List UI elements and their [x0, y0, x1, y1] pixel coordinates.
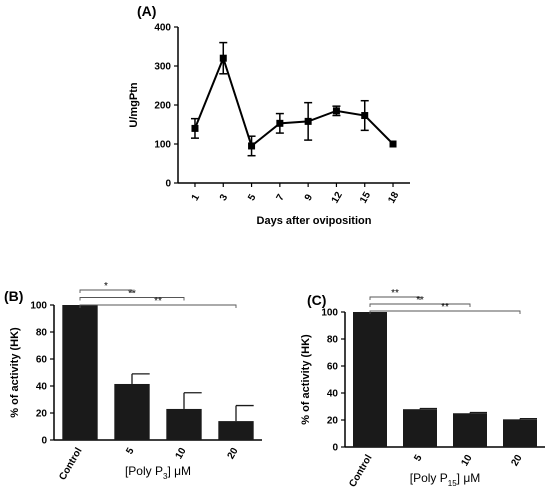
panel-b-significance-label: *	[104, 281, 108, 292]
panel-c-y-tick-label: 0	[332, 443, 338, 454]
panel-a-data-point	[219, 54, 227, 62]
panel-a-x-tick-label: 15	[358, 190, 373, 206]
panel-b-x-tick-label: 20	[226, 446, 241, 462]
panel-c-label: (C)	[307, 292, 326, 308]
panel-b-label: (B)	[4, 288, 23, 304]
panel-a-x-tick-label: 7	[275, 192, 288, 203]
panel-c-x-axis-title-subscript: 15	[448, 479, 457, 488]
panel-c-x-tick-label: 10	[460, 453, 475, 469]
panel-a-x-tick-label: 12	[330, 190, 345, 206]
panel-a-data-point	[248, 142, 256, 150]
panel-b-x-tick-label: Control	[57, 446, 84, 482]
panel-a-y-tick-label: 400	[154, 23, 171, 34]
panel-b-x-axis-title-subscript: 3	[163, 472, 168, 481]
panel-c-bar	[403, 409, 437, 447]
panel-c-significance-bracket	[369, 296, 421, 300]
panel-b-significance-label: **	[128, 289, 136, 300]
panel-a-x-tick-label: 3	[218, 192, 231, 203]
panel-a-x-tick-label: 1	[190, 192, 203, 203]
panel-a-y-tick-label: 300	[154, 62, 171, 73]
panel-b-x-axis-title: [Poly P3] μM	[125, 464, 191, 481]
panel-b-bar	[166, 408, 202, 440]
panel-b-x-tick-label: 5	[124, 446, 137, 457]
panel-b-significance-bracket	[79, 289, 133, 293]
panel-c-significance-label: **	[416, 295, 424, 306]
panel-b-bar	[114, 383, 150, 440]
panel-c-y-tick-label: 20	[327, 416, 339, 427]
panel-a-data-point	[304, 117, 312, 125]
panel-a-data-point	[389, 140, 397, 148]
panel-a-label: (A)	[137, 3, 156, 19]
panel-c-bar	[353, 312, 387, 447]
panel-c-x-tick-label: 20	[510, 453, 525, 469]
panel-c-x-axis-title-main: [Poly P	[410, 471, 448, 485]
panel-c-y-tick-label: 80	[327, 335, 339, 346]
panel-c-significance-label: **	[441, 302, 449, 313]
panel-a-y-tick-label: 200	[154, 101, 171, 112]
panel-c-y-tick-label: 60	[327, 362, 339, 373]
panel-c-x-axis-title: [Poly P15] μM	[410, 471, 481, 488]
panel-b-y-axis-title: % of activity (HK)	[9, 327, 21, 418]
panel-c-significance-bracket	[369, 303, 471, 307]
panel-c-bar	[453, 413, 487, 447]
panel-a-data-point	[191, 124, 199, 132]
panel-c-significance-label: **	[391, 288, 399, 299]
panel-a-y-axis-title: U/mgPtn	[128, 82, 140, 128]
panel-b-significance-bracket	[79, 297, 185, 301]
panel-a-x-tick-label: 18	[386, 190, 401, 206]
panel-c-y-tick-label: 100	[321, 308, 338, 319]
panel-c-x-tick-label: 5	[412, 453, 425, 464]
panel-c-significance-bracket	[369, 310, 521, 314]
panel-a-x-axis-title: Days after oviposition	[257, 215, 372, 227]
panel-b-bar	[218, 421, 254, 440]
panel-a-y-tick-label: 100	[154, 140, 171, 151]
panel-b-y-tick-label: 100	[30, 301, 47, 312]
panel-a-data-point	[276, 119, 284, 127]
panel-b-y-tick-label: 40	[36, 382, 48, 393]
panel-a-data-point	[361, 112, 369, 120]
panel-a-y-tick-label: 0	[165, 179, 171, 190]
panel-c-y-tick-label: 40	[327, 389, 339, 400]
panel-a-x-tick-label: 9	[303, 192, 316, 203]
panel-b-y-tick-label: 80	[36, 328, 48, 339]
panel-c-x-tick-label: Control	[347, 453, 374, 488]
panel-b-y-tick-label: 20	[36, 409, 48, 420]
panel-c-x-axis-title-unit: ] μM	[457, 471, 481, 485]
panel-b-significance-label: **	[154, 296, 162, 307]
panel-a-series-line	[194, 55, 394, 148]
panel-b-significance-bracket	[79, 304, 237, 308]
panel-b-x-tick-label: 10	[174, 446, 189, 462]
panel-b-bar	[62, 305, 98, 440]
panel-c-bar	[503, 419, 537, 447]
panel-c-y-axis-title: % of activity (HK)	[300, 334, 312, 425]
panel-a-x-tick-label: 5	[246, 192, 259, 203]
panel-a-data-point	[332, 107, 340, 115]
panel-b-y-tick-label: 60	[36, 355, 48, 366]
panel-b-y-tick-label: 0	[41, 436, 47, 447]
panel-b-x-axis-title-main: [Poly P	[125, 464, 163, 478]
panel-b-x-axis-title-unit: ] μM	[167, 464, 191, 478]
